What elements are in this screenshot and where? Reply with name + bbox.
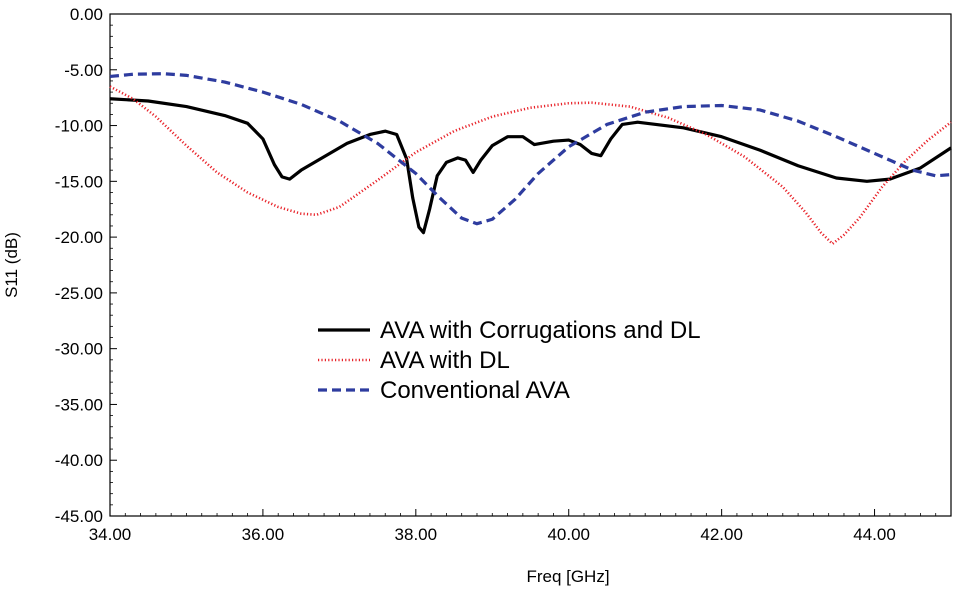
axes xyxy=(109,13,952,517)
legend-label-1: AVA with Corrugations and DL xyxy=(380,317,701,344)
y-tick-label: -15.00 xyxy=(55,172,103,191)
y-axis-title: S11 (dB) xyxy=(2,232,21,298)
series-line-2 xyxy=(109,85,952,246)
x-tick-label: 40.00 xyxy=(547,525,590,544)
x-tick-label: 38.00 xyxy=(395,525,438,544)
x-axis-title: Freq [GHz] xyxy=(526,567,609,586)
y-tick-label: -35.00 xyxy=(55,395,103,414)
y-tick-label: 0.00 xyxy=(70,5,103,24)
x-axis-ticks: 34.00 36.00 38.00 40.00 42.00 44.00 xyxy=(89,509,952,544)
y-axis-ticks: 0.00 -5.00 -10.00 -15.00 -20.00 -25.00 -30.00 -… xyxy=(55,5,117,526)
y-tick-label: -5.00 xyxy=(64,61,103,80)
y-tick-label: -20.00 xyxy=(55,228,103,247)
y-tick-label: -45.00 xyxy=(55,507,103,526)
legend-label-2: AVA with DL xyxy=(380,347,510,374)
legend-label-3: Conventional AVA xyxy=(380,377,570,404)
plot-frame xyxy=(109,13,952,517)
plot-series xyxy=(109,72,952,246)
y-tick-label: -10.00 xyxy=(55,117,103,136)
series-line-3 xyxy=(109,72,952,226)
y-tick-label: -25.00 xyxy=(55,284,103,303)
legend: AVA with Corrugations and DL AVA with DL C… xyxy=(318,317,701,404)
y-tick-label: -40.00 xyxy=(55,451,103,470)
x-tick-label: 36.00 xyxy=(242,525,285,544)
x-tick-label: 34.00 xyxy=(89,525,132,544)
y-tick-label: -30.00 xyxy=(55,340,103,359)
x-tick-label: 44.00 xyxy=(853,525,896,544)
x-tick-label: 42.00 xyxy=(700,525,743,544)
